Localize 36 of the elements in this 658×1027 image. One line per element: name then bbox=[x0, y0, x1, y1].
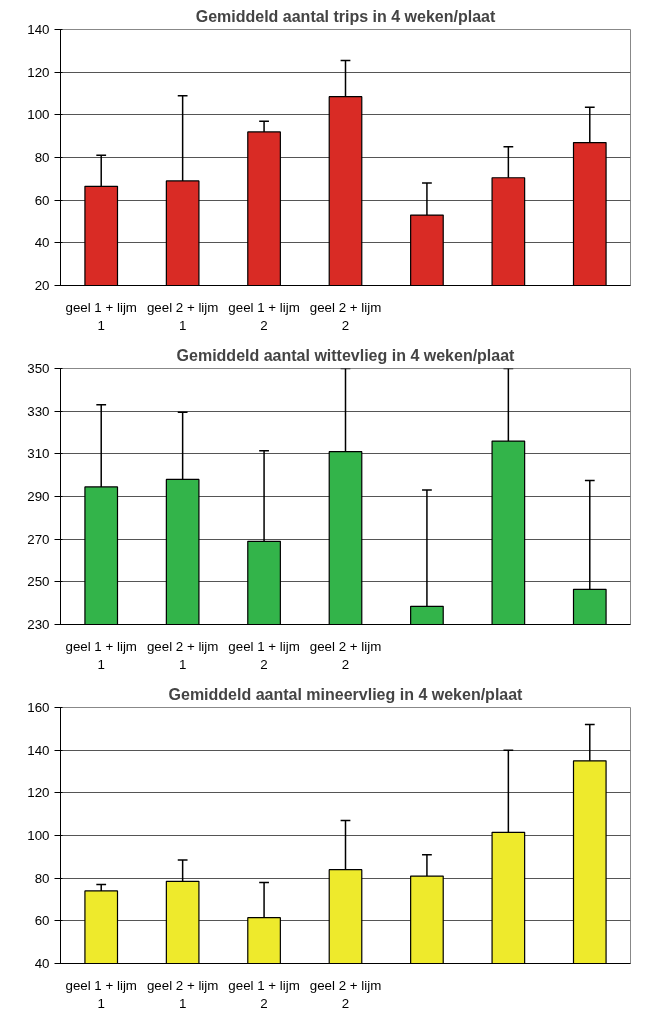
y-tick-label: 80 bbox=[34, 150, 50, 165]
y-tick-label: 160 bbox=[27, 700, 50, 715]
y-tick-label: 60 bbox=[34, 192, 50, 208]
x-tick-label: geel 1 + lijm 1 bbox=[65, 638, 137, 672]
chart-title: Gemiddeld aantal trips in 4 weken/plaat bbox=[195, 7, 496, 25]
y-tick-label: 40 bbox=[34, 235, 50, 251]
y-tick-label: 290 bbox=[27, 489, 50, 504]
y-tick-label: 350 bbox=[27, 361, 50, 376]
x-tick-label: geel 1 + lijm 2 bbox=[228, 638, 300, 672]
x-tick-label: geel 1 + lijm 1 bbox=[65, 977, 137, 1011]
y-tick-label: 60 bbox=[34, 913, 50, 929]
y-tick-label: 120 bbox=[27, 64, 50, 80]
chart-title: Gemiddeld aantal wittevlieg in 4 weken/plaat bbox=[176, 346, 516, 364]
x-tick-label: geel 2 + lijm 2 bbox=[309, 299, 382, 333]
y-tick-label: 310 bbox=[27, 446, 50, 462]
y-tick-label: 80 bbox=[34, 870, 50, 886]
y-tick-label: 230 bbox=[27, 617, 50, 632]
x-tick-label: geel 2 + lijm 2 bbox=[309, 638, 382, 672]
y-tick-label: 140 bbox=[27, 22, 50, 37]
x-tick-label: geel 1 + lijm 2 bbox=[228, 977, 300, 1011]
y-tick-label: 100 bbox=[27, 107, 50, 123]
y-tick-label: 40 bbox=[34, 956, 50, 971]
y-tick-label: 250 bbox=[27, 574, 50, 590]
x-tick-label: geel 2 + lijm 1 bbox=[146, 638, 219, 672]
x-tick-label: geel 1 + lijm 1 bbox=[65, 299, 137, 333]
y-tick-label: 100 bbox=[27, 828, 50, 843]
chart-title: Gemiddeld aantal mineervlieg in 4 weken/plaat bbox=[168, 685, 524, 703]
y-tick-label: 330 bbox=[27, 403, 50, 419]
y-tick-label: 120 bbox=[27, 785, 50, 801]
y-tick-label: 270 bbox=[27, 531, 50, 547]
x-tick-label: geel 2 + lijm 1 bbox=[146, 977, 219, 1011]
x-tick-label: geel 2 + lijm 1 bbox=[146, 299, 219, 333]
y-tick-label: 140 bbox=[27, 742, 50, 758]
x-tick-label: geel 1 + lijm 2 bbox=[228, 299, 300, 333]
x-tick-label: geel 2 + lijm 2 bbox=[309, 977, 382, 1011]
y-tick-label: 20 bbox=[34, 278, 50, 293]
